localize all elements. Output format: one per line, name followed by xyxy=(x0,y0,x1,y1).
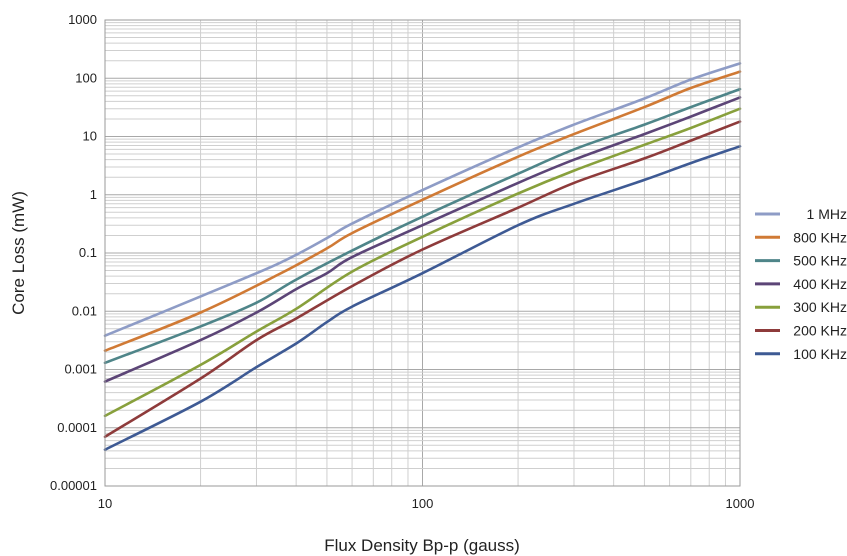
x-tick-label: 10 xyxy=(98,496,112,511)
legend-label: 500 KHz xyxy=(793,253,847,269)
legend-label: 1 MHz xyxy=(807,206,847,222)
y-tick-label: 0.00001 xyxy=(50,478,97,493)
y-tick-label: 10 xyxy=(83,129,97,144)
y-tick-label: 100 xyxy=(75,70,97,85)
x-tick-label: 100 xyxy=(412,496,434,511)
series-line-1-mhz xyxy=(103,62,742,337)
legend: 1 MHz 800 KHz 500 KHz 400 KHz 300 KHz 200 KHz… xyxy=(755,206,847,362)
legend-label: 100 KHz xyxy=(793,346,847,362)
series-line-500-khz xyxy=(103,87,742,365)
curves xyxy=(103,62,742,451)
y-tick-label: 1000 xyxy=(68,12,97,27)
legend-label: 200 KHz xyxy=(793,323,847,339)
series-line-100-khz xyxy=(103,145,742,451)
legend-label: 300 KHz xyxy=(793,299,847,315)
legend-label: 800 KHz xyxy=(793,229,847,245)
series-line-300-khz xyxy=(103,107,742,418)
y-tick-label: 0.01 xyxy=(72,303,97,318)
y-tick-label: 0.0001 xyxy=(57,420,97,435)
y-tick-label: 0.001 xyxy=(64,362,97,377)
legend-label: 400 KHz xyxy=(793,276,847,292)
series-line-800-khz xyxy=(103,70,742,352)
series-line-400-khz xyxy=(103,96,742,383)
plot-frame xyxy=(104,19,741,487)
y-tick-label: 1 xyxy=(90,187,97,202)
y-tick-labels: 0.00001 0.0001 0.001 0.01 0.1 1 10 100 1000 xyxy=(50,12,97,493)
y-axis-title: Core Loss (mW) xyxy=(9,191,28,315)
grid xyxy=(104,20,740,487)
y-tick-label: 0.1 xyxy=(79,245,97,260)
x-axis-title: Flux Density Bp-p (gauss) xyxy=(324,536,520,555)
x-tick-label: 1000 xyxy=(726,496,755,511)
series-line-200-khz xyxy=(103,120,742,439)
x-tick-labels: 10 100 1000 xyxy=(98,496,755,511)
